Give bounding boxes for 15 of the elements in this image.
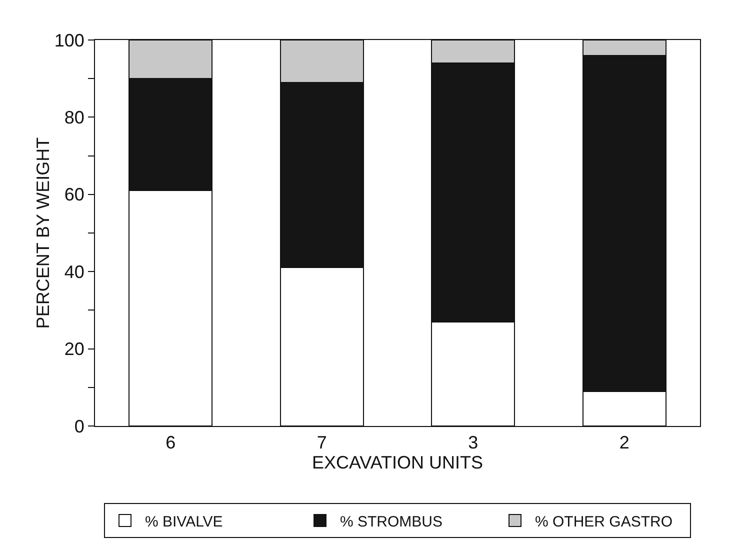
x-tick-label: 3 [468,432,478,453]
y-tick-label: 20 [64,339,84,360]
legend-label: % BIVALVE [145,513,223,530]
y-axis-title: PERCENT BY WEIGHT [33,137,53,329]
x-tick-label: 7 [316,432,327,453]
x-tick-label: 6 [166,432,176,453]
y-tick-label: 100 [54,30,84,50]
y-tick-label: 80 [64,108,84,128]
legend-label: % STROMBUS [340,513,443,530]
y-tick-label: 0 [74,416,84,436]
x-axis-title: EXCAVATION UNITS [312,452,484,473]
y-tick-label: 60 [64,184,84,205]
y-tick-label: 40 [64,262,84,282]
legend-label: % OTHER GASTRO [535,513,673,530]
x-tick-label: 2 [619,432,630,453]
